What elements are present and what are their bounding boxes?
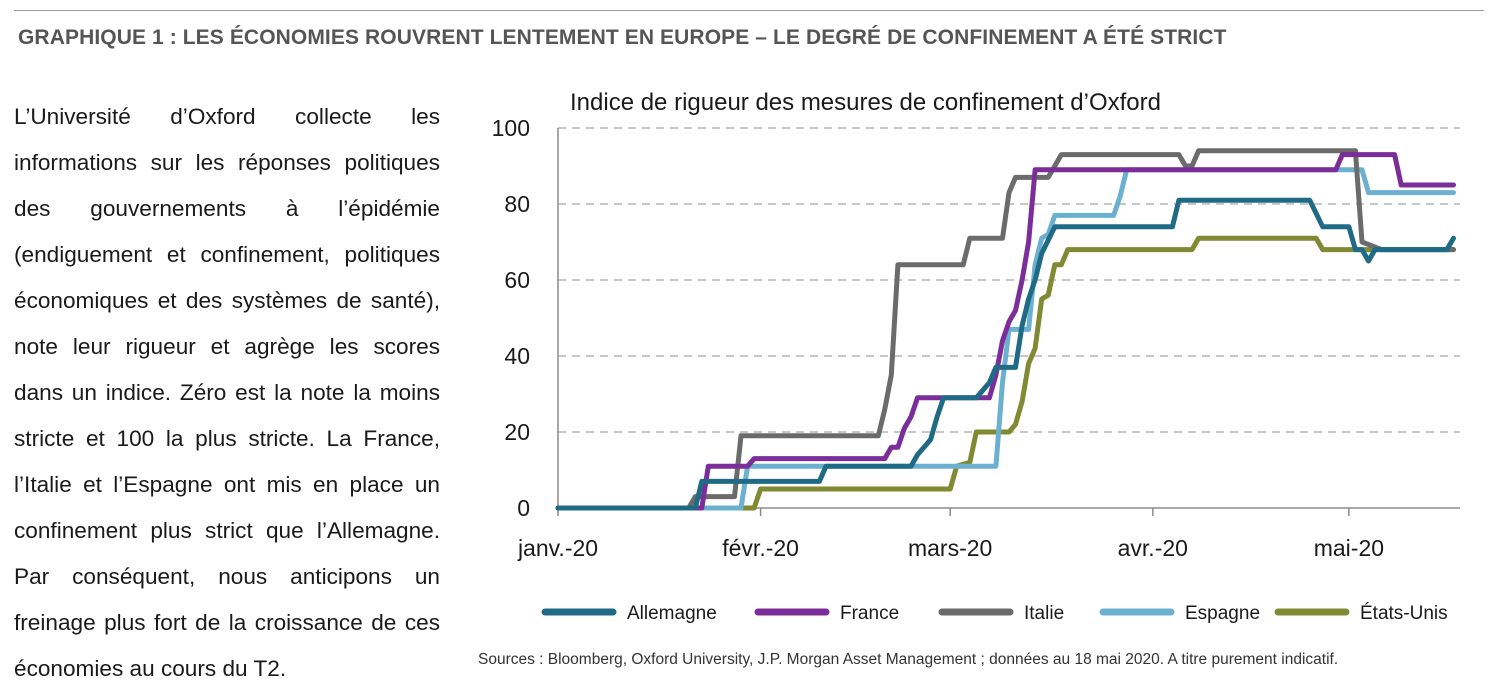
series-line-italie — [555, 148, 1456, 511]
description-text: L’Université d’Oxford collecte les infor… — [14, 104, 440, 681]
y-tick-label: 80 — [504, 191, 530, 217]
x-tick-label: mars-20 — [908, 535, 992, 561]
x-tick-label: mai-20 — [1314, 535, 1384, 561]
axes: 0 20 40 60 80 100 janv.-20 févr.-20 mars-20 avr.-… — [492, 115, 1460, 561]
legend-label-allemagne: Allemagne — [627, 603, 717, 624]
grid-lines — [558, 127, 1460, 433]
series-line-france — [555, 152, 1456, 511]
x-tick-label: avr.-20 — [1118, 535, 1188, 561]
page-title: GRAPHIQUE 1 : LES ÉCONOMIES ROUVRENT LEN… — [18, 26, 1227, 49]
chart-title: Indice de rigueur des mesures de confine… — [570, 89, 1161, 116]
series-line-etats-unis — [555, 235, 1456, 511]
series-lines — [555, 148, 1456, 511]
y-tick-label: 20 — [504, 419, 530, 445]
legend-label-france: France — [840, 603, 899, 624]
line-chart: Indice de rigueur des mesures de confine… — [492, 89, 1460, 624]
y-tick-label: 40 — [504, 343, 530, 369]
series-line-allemagne — [555, 197, 1456, 511]
y-tick-label: 0 — [517, 495, 530, 521]
legend-label-italie: Italie — [1024, 603, 1064, 624]
y-tick-label: 100 — [492, 115, 530, 141]
legend: Allemagne France Italie Espagne États-Unis — [541, 603, 1448, 624]
legend-label-etats-unis: États-Unis — [1360, 603, 1448, 624]
source-note: Sources : Bloomberg, Oxford University, … — [478, 651, 1339, 668]
x-tick-label: janv.-20 — [517, 535, 598, 561]
top-divider — [14, 10, 1484, 11]
legend-label-espagne: Espagne — [1185, 603, 1260, 624]
y-tick-label: 60 — [504, 267, 530, 293]
x-tick-label: févr.-20 — [722, 535, 799, 561]
